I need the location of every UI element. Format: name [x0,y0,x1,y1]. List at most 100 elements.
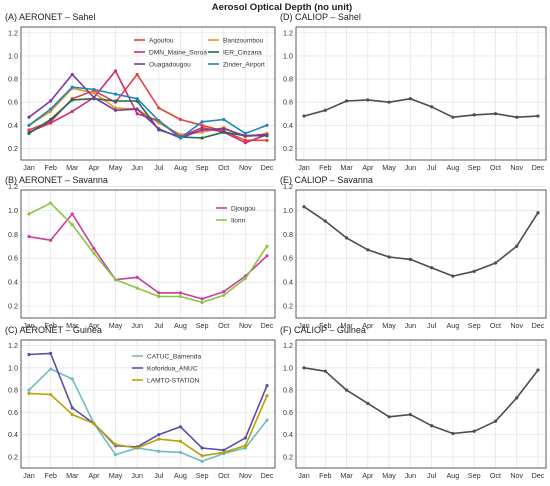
x-tick-label: May [382,471,396,480]
x-tick-label: Apr [362,471,374,480]
x-tick-label: Aug [174,321,187,330]
data-point [49,121,53,125]
legend-label: IER_Cinzana [223,49,262,56]
data-point [200,123,204,127]
data-point [178,425,183,429]
x-tick-label: Jun [131,471,143,480]
data-point [430,424,434,428]
data-point [472,113,476,117]
panel-4: (E) CALIOP – Savanna 0.2 0.4 0.6 0.8 1.0 1.2 Ja… [280,175,547,330]
x-tick-label: Dec [261,471,274,480]
y-tick-label: 0.2 [8,452,18,461]
data-point [27,128,31,132]
y-tick-label: 0.6 [8,254,18,263]
x-tick-label: Jan [23,471,35,480]
x-tick-label: Apr [88,163,100,172]
panel-5: (C) AERONET – Guinea 0.2 0.4 0.6 0.8 1.0 1.2 Ja… [5,325,276,480]
data-point [70,85,74,89]
data-point [49,201,53,205]
data-point [157,106,161,110]
data-point [27,212,31,216]
figure-title: Aerosol Optical Depth (no unit) [212,2,352,13]
data-point [92,91,96,95]
data-point [200,136,204,140]
data-point [70,406,74,410]
data-point [366,98,370,102]
data-point [387,100,391,104]
y-tick-label: 0.8 [283,75,293,84]
data-point [493,261,498,265]
y-tick-label: 0.8 [283,386,293,395]
data-point [178,450,183,455]
y-tick-label: 0.8 [8,75,18,84]
plot-frame [20,339,276,469]
data-point [265,123,269,127]
x-tick-label: Nov [239,321,252,330]
data-point [92,87,96,92]
x-tick-label: Dec [261,163,274,172]
y-tick-label: 0.4 [283,430,293,439]
data-point [243,276,247,281]
x-tick-label: Jun [405,471,417,480]
data-point [200,459,204,463]
data-point [157,127,161,131]
x-tick-label: Dec [532,321,545,330]
y-tick-label: 1.0 [8,206,18,215]
data-point [113,443,118,447]
x-tick-label: Aug [447,163,460,172]
x-tick-label: Feb [44,471,56,480]
x-tick-label: Aug [447,321,460,330]
series-line [303,367,539,435]
data-point [200,126,204,130]
data-point [366,401,370,406]
data-point [200,130,204,134]
series-line [28,352,268,452]
x-tick-label: Feb [44,321,56,330]
data-point [408,97,412,101]
y-tick-label: 1.2 [8,341,18,350]
y-tick-label: 1.0 [283,206,293,215]
y-tick-label: 0.4 [283,121,293,130]
x-tick-label: Mar [66,471,79,480]
x-tick-label: May [109,321,123,330]
data-point [113,453,118,457]
data-point [515,115,519,119]
data-point [451,274,455,278]
data-point [92,421,96,426]
y-tick-label: 0.6 [283,408,293,417]
data-point [49,351,53,355]
legend-label: CATUC_Bamenda [147,353,201,360]
plot-frame [295,189,547,319]
x-tick-label: Mar [340,321,353,330]
x-tick-label: Feb [44,163,56,172]
data-point [157,294,161,299]
legend-label: Ouagadougou [149,61,191,68]
x-tick-label: Oct [490,321,501,330]
data-point [200,300,204,305]
panel-title: (A) AERONET – Sahel [5,12,95,22]
data-point [157,449,161,453]
data-point [243,138,247,142]
x-tick-label: Mar [340,471,353,480]
data-point [49,99,53,103]
legend-label: Ilorin [231,217,246,224]
series-line [28,202,268,304]
panel-2: (D) CALIOP – Sahel 0.2 0.4 0.6 0.8 1.0 1.2 Jan F… [280,12,547,172]
data-point [27,352,31,357]
data-point [157,437,161,441]
x-tick-label: Sep [196,471,209,480]
data-point [472,429,476,433]
x-tick-label: Sep [196,321,209,330]
x-tick-label: Mar [66,321,79,330]
x-tick-label: Mar [340,163,353,172]
x-tick-label: Jun [405,163,417,172]
legend-label: Agoufou [149,37,174,44]
data-point [536,368,540,372]
data-point [135,72,139,77]
panel-title: (F) CALIOP – Guinea [280,325,366,335]
data-point [344,388,349,392]
y-tick-label: 0.6 [8,408,18,417]
x-tick-label: Nov [510,321,523,330]
x-tick-label: Jun [131,321,143,330]
data-point [49,107,53,111]
